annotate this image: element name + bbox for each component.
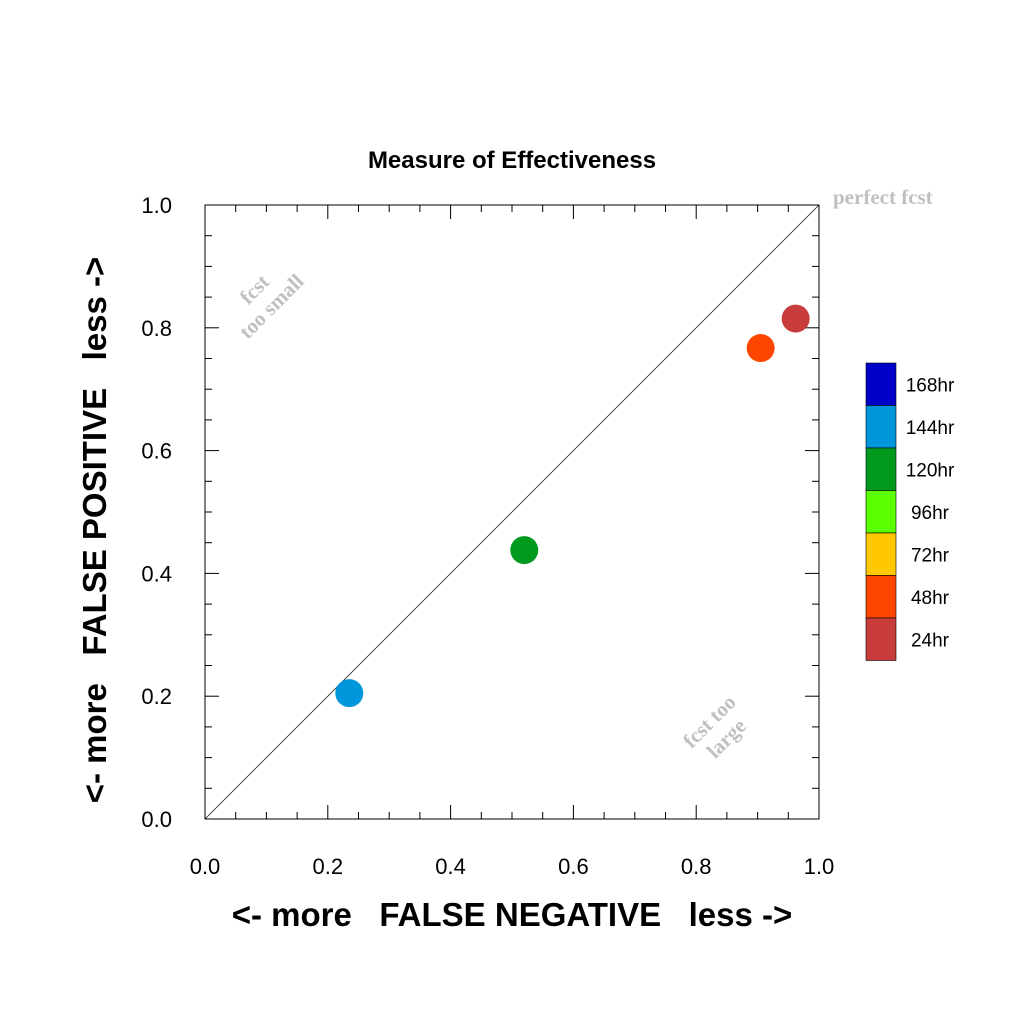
legend-swatch-144hr [865, 405, 897, 449]
legend-swatch-120hr [865, 447, 897, 491]
legend-swatch-24hr [865, 617, 897, 661]
legend-swatch-48hr [865, 575, 897, 619]
legend-label-24hr: 24hr [911, 630, 950, 651]
data-points [335, 304, 810, 708]
annotation-perfect-fcst: perfect fcst [833, 185, 933, 209]
legend-label-144hr: 144hr [906, 418, 955, 439]
data-point-144hr [335, 679, 364, 708]
x-tick-label: 0.0 [190, 854, 221, 879]
x-tick-label: 0.4 [435, 854, 466, 879]
x-tick-label: 0.2 [313, 854, 344, 879]
y-axis-tick-labels: 0.0 0.2 0.4 0.6 0.8 1.0 [141, 193, 172, 832]
y-tick-label: 1.0 [141, 193, 172, 218]
legend: 168hr 144hr 120hr 96hr 72hr 48hr 24hr [865, 362, 955, 661]
legend-label-120hr: 120hr [906, 460, 955, 481]
legend-label-96hr: 96hr [911, 503, 950, 524]
x-tick-label: 0.8 [681, 854, 712, 879]
x-tick-label: 0.6 [558, 854, 589, 879]
y-tick-label: 0.8 [141, 316, 172, 341]
y-tick-label: 0.6 [141, 439, 172, 464]
legend-swatch-72hr [865, 532, 897, 576]
chart-title: Measure of Effectiveness [368, 147, 656, 174]
axis-ticks [204, 204, 820, 820]
annotation-too-small: fcst too small [234, 269, 308, 343]
legend-label-168hr: 168hr [906, 375, 955, 396]
legend-label-72hr: 72hr [911, 545, 950, 566]
data-point-24hr [781, 304, 810, 333]
legend-swatch-96hr [865, 490, 897, 534]
y-tick-label: 0.2 [141, 684, 172, 709]
legend-swatch-168hr [865, 362, 897, 406]
legend-label-48hr: 48hr [911, 588, 950, 609]
data-point-48hr [746, 334, 775, 363]
y-tick-label: 0.4 [141, 561, 172, 586]
x-tick-label: 1.0 [804, 854, 835, 879]
x-axis-tick-labels: 0.0 0.2 0.4 0.6 0.8 1.0 [190, 854, 835, 879]
x-axis-title: <- more FALSE NEGATIVE less -> [232, 896, 793, 933]
y-axis-title: <- more FALSE POSITIVE less -> [76, 257, 113, 804]
diagonal-line [204, 204, 820, 820]
annotation-too-large: fcst too large [678, 690, 751, 763]
y-tick-label: 0.0 [141, 807, 172, 832]
data-point-120hr [510, 536, 539, 565]
